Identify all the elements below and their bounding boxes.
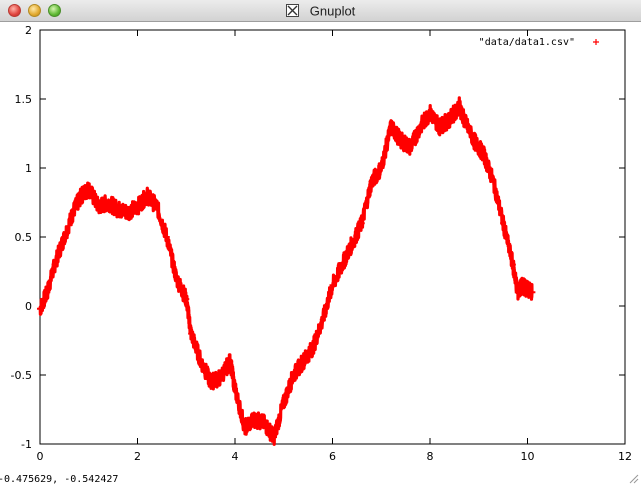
data-point [329,282,336,289]
data-point [144,192,151,199]
status-bar: -0.475629, -0.542427 [0,464,641,486]
y-tick-label: 1 [25,162,32,175]
data-point [37,305,43,312]
x11-icon [285,4,299,17]
data-point [480,151,487,158]
data-point [509,261,516,268]
data-point [227,358,234,365]
data-point [397,137,404,144]
data-point [61,234,68,240]
y-tick-label: 2 [25,24,32,37]
data-point [71,206,78,213]
data-point [217,374,224,381]
data-point [310,344,316,351]
data-point [427,109,433,116]
series-line [38,96,534,446]
data-point [188,330,195,337]
x-tick-label: 8 [427,450,434,463]
x-tick-label: 12 [618,450,632,463]
data-point [339,261,346,268]
mouse-coordinate-readout: -0.475629, -0.542427 [0,474,119,485]
resize-grip-icon[interactable] [627,472,639,484]
data-point [51,261,58,268]
y-tick-label: 1.5 [15,93,33,106]
data-point [197,358,204,365]
data-point [514,289,521,296]
x-tick-label: 6 [329,450,336,463]
data-point [290,372,297,378]
y-tick-label: -1 [21,438,32,451]
data-point [115,206,121,213]
data-point [417,123,424,130]
data-point [105,199,112,206]
data-point [271,434,277,441]
data-point [378,165,385,171]
plot-border [39,29,626,445]
data-point [407,144,414,151]
x-tick-label: 2 [134,450,141,463]
data-point [446,116,453,123]
data-point [300,358,307,365]
data-point [470,137,477,144]
legend-label: "data/data1.csv" [479,37,575,48]
data-point [500,220,507,227]
y-tick-label: -0.5 [11,369,32,382]
y-tick-label: 0.5 [15,231,33,244]
data-point [78,192,85,199]
data-point [173,275,180,282]
legend-marker [593,39,599,45]
data-point [232,385,238,392]
data-point [280,399,287,406]
data-point [44,289,51,296]
data-point [519,282,526,289]
data-point [368,178,375,185]
data-point [436,123,443,130]
x-tick-label: 0 [37,450,44,463]
data-point [163,234,170,240]
close-window-button[interactable] [8,4,21,17]
data-point [241,424,248,431]
zoom-window-button[interactable] [48,4,61,17]
data-point [251,416,258,423]
y-tick-label: 0 [25,300,32,313]
data-point [529,289,536,296]
data-point [124,209,131,216]
title-bar[interactable]: Gnuplot [0,0,641,22]
data-point [154,203,160,210]
minimize-window-button[interactable] [28,4,41,17]
data-point [524,286,531,293]
data-point [134,203,141,210]
data-point [261,420,268,427]
x-tick-label: 10 [521,450,535,463]
data-point [183,296,190,303]
window-title: Gnuplot [309,3,356,19]
title-wrap: Gnuplot [0,0,641,22]
data-point [319,316,326,323]
plot-canvas[interactable]: 0 2 4 6 8 10 12 -1 -0.5 0 0.5 1 1.5 2 "data/data1.csv" [0,22,641,464]
data-point [456,102,463,109]
x-tick-label: 4 [232,450,239,463]
data-point [358,220,365,227]
data-point [490,178,497,185]
data-point [349,240,355,247]
data-point [388,123,394,130]
data-point [95,203,102,210]
data-point [85,185,92,192]
data-point [461,116,468,123]
data-point [207,378,214,385]
